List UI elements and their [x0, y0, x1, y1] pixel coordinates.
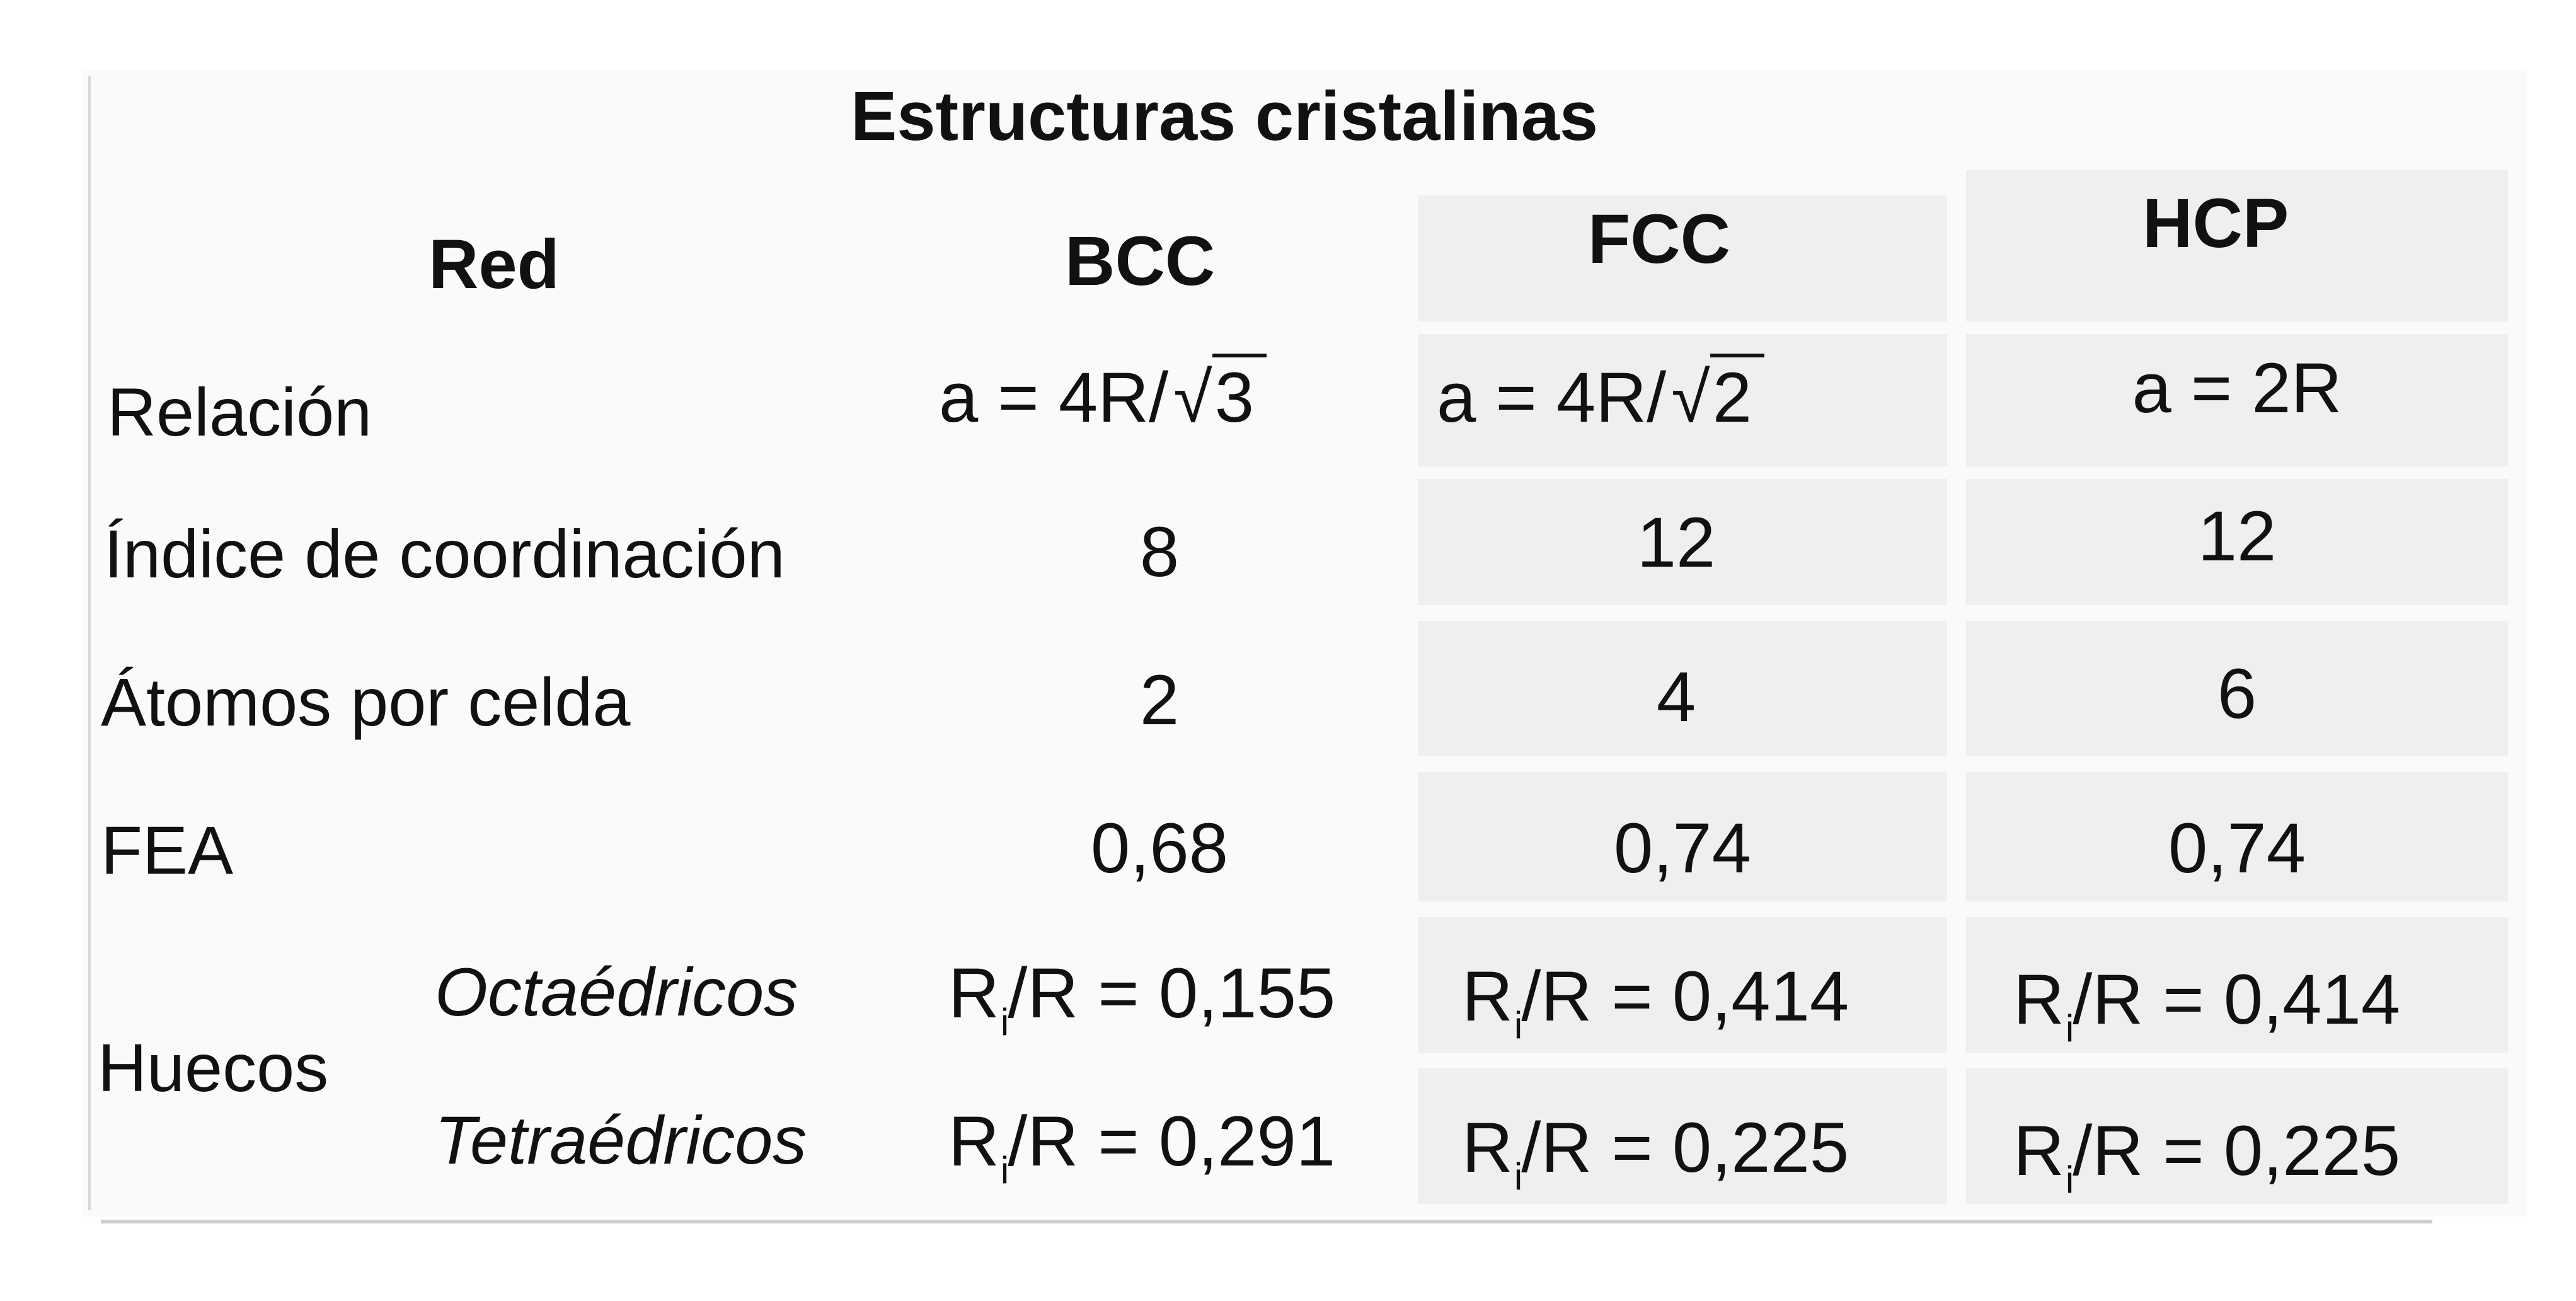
hcp-octa-value: /R = 0,414 — [2073, 960, 2401, 1039]
hcp-atomos: 6 — [2217, 654, 2257, 733]
row-label-huecos: Huecos — [98, 1029, 329, 1106]
fcc-indice: 12 — [1636, 503, 1716, 582]
ri-subscript: i — [1514, 1004, 1523, 1046]
cell-bg-hcp-header — [1966, 170, 2508, 321]
bcc-tetra: Ri/R = 0,291 — [948, 1106, 1335, 1189]
bcc-atomos: 2 — [1139, 661, 1180, 739]
hcp-tetra: Ri/R = 0,225 — [2013, 1116, 2400, 1199]
fcc-octa-value: /R = 0,414 — [1521, 957, 1849, 1036]
page-title: Estructuras cristalinas — [851, 78, 1599, 155]
cell-bg-fcc-header — [1418, 195, 1947, 321]
ri-subscript: i — [1514, 1155, 1523, 1198]
cell-bg-fcc-relacion — [1418, 334, 1947, 466]
cell-bg-hcp-indice — [1966, 479, 2508, 605]
bcc-octa: Ri/R = 0,155 — [948, 958, 1335, 1041]
ri-symbol: R — [2013, 1111, 2064, 1190]
row-label-relacion: Relación — [107, 374, 372, 450]
ri-symbol: R — [1462, 957, 1513, 1036]
cell-bg-fcc-octa — [1418, 917, 1947, 1053]
left-edge-shadow — [88, 76, 91, 1210]
cell-bg-hcp-atomos — [1966, 621, 2508, 756]
ri-subscript: i — [2065, 1159, 2074, 1201]
bcc-fea: 0,68 — [1091, 809, 1228, 888]
hcp-relacion: a = 2R — [2132, 349, 2342, 427]
hcp-octa: Ri/R = 0,414 — [2013, 964, 2400, 1048]
cell-bg-hcp-octa — [1966, 917, 2508, 1053]
row-label-tetraedricos: Tetraédricos — [435, 1102, 807, 1178]
row-label-atomos: Átomos por celda — [101, 664, 631, 740]
ri-subscript: i — [1000, 1001, 1009, 1043]
bcc-tetra-value: /R = 0,291 — [1008, 1102, 1336, 1181]
hcp-tetra-value: /R = 0,225 — [2073, 1111, 2401, 1190]
cell-bg-fcc-fea — [1418, 772, 1947, 901]
header-red: Red — [428, 226, 560, 303]
header-fcc: FCC — [1588, 200, 1731, 278]
hcp-fea: 0,74 — [2168, 809, 2306, 888]
ri-symbol: R — [948, 1102, 999, 1181]
bcc-relacion-root: 3 — [1212, 354, 1267, 433]
hcp-indice: 12 — [2197, 497, 2277, 575]
fcc-relacion-prefix: a = 4R/ — [1437, 358, 1667, 437]
cell-bg-fcc-indice — [1418, 479, 1947, 605]
sqrt-icon: √3 — [1168, 354, 1267, 433]
row-label-octaedricos: Octaédricos — [435, 954, 798, 1030]
ri-symbol: R — [2013, 960, 2064, 1039]
ri-subscript: i — [2065, 1007, 2074, 1049]
fcc-tetra: Ri/R = 0,225 — [1462, 1113, 1849, 1196]
fcc-tetra-value: /R = 0,225 — [1521, 1108, 1849, 1187]
header-hcp: HCP — [2142, 185, 2289, 262]
cell-bg-hcp-relacion — [1966, 334, 2508, 466]
cell-bg-fcc-tetra — [1418, 1068, 1947, 1204]
ri-symbol: R — [1462, 1108, 1513, 1187]
fcc-relacion: a = 4R/√2 — [1437, 354, 1764, 433]
cell-bg-hcp-fea — [1966, 772, 2508, 901]
cell-bg-fcc-atomos — [1418, 621, 1947, 756]
bcc-relacion: a = 4R/√3 — [939, 354, 1267, 433]
ri-subscript: i — [1000, 1149, 1009, 1191]
row-label-indice: Índice de coordinación — [104, 516, 785, 592]
fcc-atomos: 4 — [1656, 657, 1696, 736]
bottom-edge-shadow — [101, 1220, 2432, 1223]
bcc-octa-value: /R = 0,155 — [1008, 954, 1336, 1032]
cell-bg-hcp-tetra — [1966, 1068, 2508, 1204]
fcc-octa: Ri/R = 0,414 — [1462, 961, 1849, 1044]
sqrt-icon: √2 — [1666, 354, 1764, 433]
bcc-relacion-prefix: a = 4R/ — [939, 358, 1169, 437]
header-bcc: BCC — [1065, 223, 1216, 300]
row-label-fea: FEA — [101, 812, 234, 888]
bcc-indice: 8 — [1139, 512, 1180, 591]
fcc-fea: 0,74 — [1614, 809, 1751, 888]
fcc-relacion-root: 2 — [1710, 354, 1764, 433]
ri-symbol: R — [948, 954, 999, 1032]
